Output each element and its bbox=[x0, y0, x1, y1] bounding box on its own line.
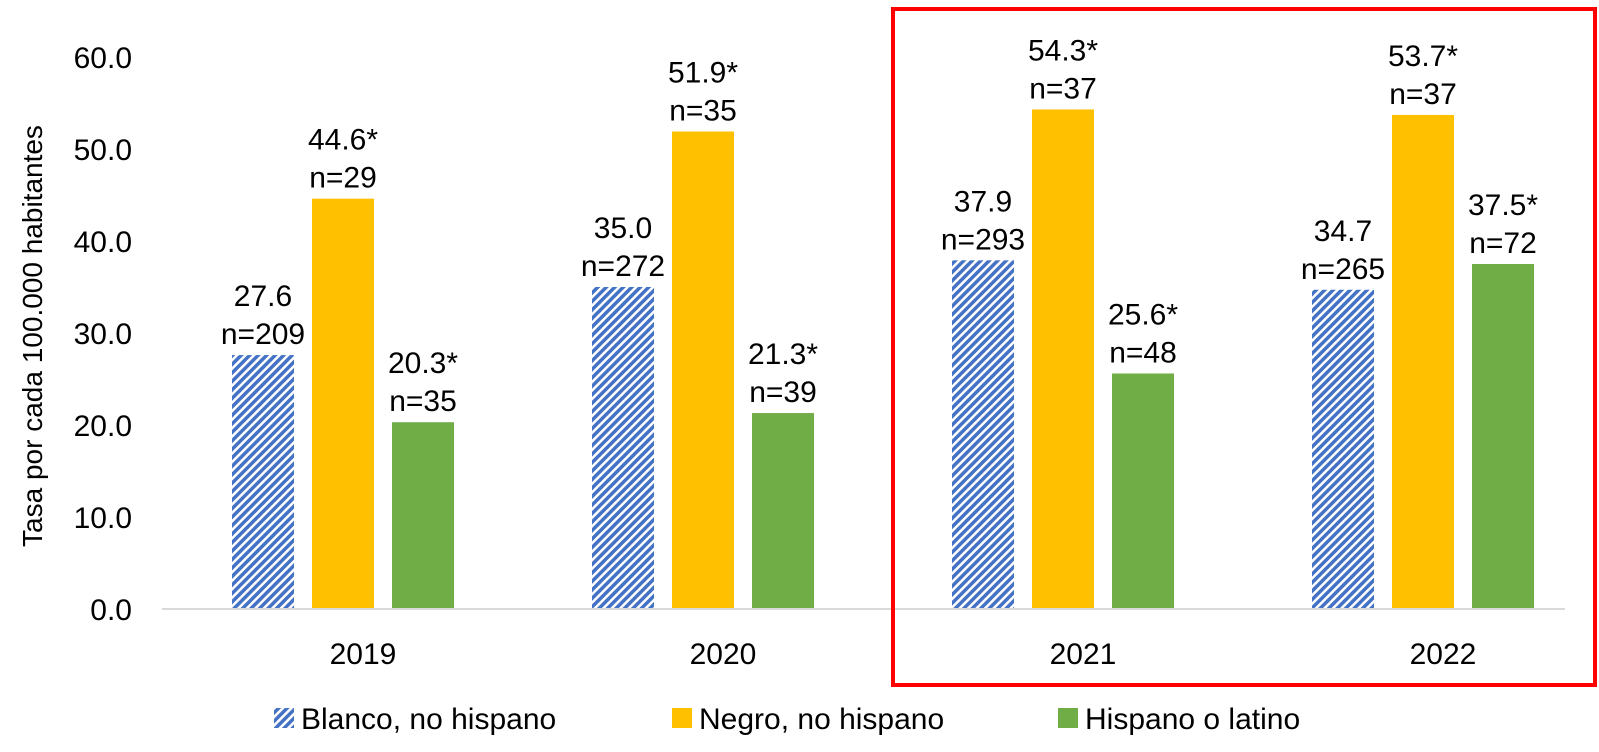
data-label-value: 20.3* bbox=[388, 347, 458, 380]
highlight-box bbox=[891, 7, 1597, 687]
plot-area bbox=[232, 109, 1534, 610]
data-label-count: n=272 bbox=[581, 250, 665, 283]
bar-negro-2021 bbox=[1032, 109, 1094, 609]
data-label-count: n=35 bbox=[389, 385, 457, 418]
data-label-count: n=209 bbox=[221, 318, 305, 351]
data-label-value: 37.5* bbox=[1468, 189, 1538, 222]
bar-blanco-2019 bbox=[232, 355, 294, 609]
bar-negro-2020 bbox=[672, 131, 734, 609]
data-label-value: 27.6 bbox=[234, 280, 292, 313]
bar-negro-2022 bbox=[1392, 114, 1454, 610]
y-tick-label: 20.0 bbox=[74, 410, 132, 443]
y-tick-label: 50.0 bbox=[74, 134, 132, 167]
data-label-count: n=29 bbox=[309, 162, 377, 195]
x-category-label: 2021 bbox=[1050, 638, 1117, 671]
bar-hispano-2020 bbox=[752, 413, 814, 609]
legend-label-negro: Negro, no hispano bbox=[699, 703, 944, 736]
data-label-value: 53.7* bbox=[1388, 40, 1458, 73]
data-label-value: 44.6* bbox=[308, 124, 378, 157]
legend-label-blanco: Blanco, no hispano bbox=[301, 703, 556, 736]
bar-blanco-2021 bbox=[952, 260, 1014, 609]
data-label-count: n=37 bbox=[1029, 72, 1097, 105]
data-label-value: 54.3* bbox=[1028, 34, 1098, 67]
legend-swatch-blanco bbox=[274, 708, 294, 728]
legend-label-hispano: Hispano o latino bbox=[1085, 703, 1300, 736]
bar-blanco-2020 bbox=[592, 287, 654, 609]
y-tick-label: 10.0 bbox=[74, 502, 132, 535]
data-label-count: n=72 bbox=[1469, 227, 1537, 260]
legend: Blanco, no hispano Negro, no hispano Hispa… bbox=[274, 703, 1300, 736]
y-axis-title: Tasa por cada 100.000 habitantes bbox=[17, 125, 48, 547]
data-label-value: 25.6* bbox=[1108, 298, 1178, 331]
x-axis: 2019 2020 2021 2022 bbox=[330, 638, 1477, 671]
data-label-count: n=48 bbox=[1109, 336, 1177, 369]
data-label-count: n=293 bbox=[941, 223, 1025, 256]
y-tick-label: 60.0 bbox=[74, 42, 132, 75]
y-tick-label: 30.0 bbox=[74, 318, 132, 351]
data-label-count: n=39 bbox=[749, 376, 817, 409]
bar-negro-2019 bbox=[312, 198, 374, 609]
x-category-label: 2019 bbox=[330, 638, 397, 671]
legend-swatch-hispano bbox=[1058, 708, 1078, 728]
bar-hispano-2021 bbox=[1112, 373, 1174, 609]
data-labels: 27.6 n=209 44.6* n=29 20.3* n=35 35.0 n=272 51.9… bbox=[221, 34, 1538, 418]
data-label-count: n=265 bbox=[1301, 253, 1385, 286]
data-label-value: 35.0 bbox=[594, 212, 652, 245]
y-tick-label: 0.0 bbox=[90, 594, 132, 627]
legend-swatch-negro bbox=[672, 708, 692, 728]
x-category-label: 2020 bbox=[690, 638, 757, 671]
y-tick-label: 40.0 bbox=[74, 226, 132, 259]
y-axis: 0.0 10.0 20.0 30.0 40.0 50.0 60.0 bbox=[74, 42, 132, 627]
bar-hispano-2019 bbox=[392, 422, 454, 609]
data-label-value: 37.9 bbox=[954, 185, 1012, 218]
x-category-label: 2022 bbox=[1410, 638, 1477, 671]
bar-hispano-2022 bbox=[1472, 264, 1534, 609]
data-label-count: n=37 bbox=[1389, 78, 1457, 111]
data-label-value: 51.9* bbox=[668, 57, 738, 90]
data-label-value: 21.3* bbox=[748, 338, 818, 371]
bar-blanco-2022 bbox=[1312, 289, 1374, 609]
data-label-count: n=35 bbox=[669, 95, 737, 128]
data-label-value: 34.7 bbox=[1314, 215, 1372, 248]
